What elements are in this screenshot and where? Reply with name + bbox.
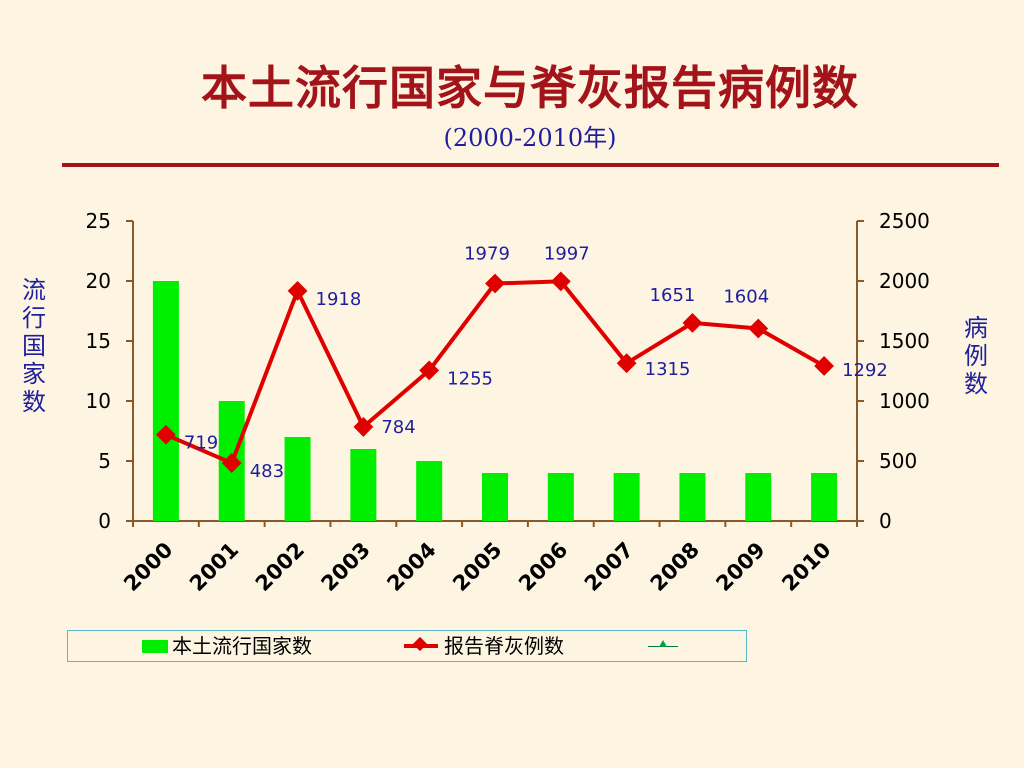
left-axis-label: 流行国家数 bbox=[22, 276, 46, 416]
data-label: 1979 bbox=[464, 244, 510, 265]
line-point bbox=[748, 318, 769, 339]
data-label: 1651 bbox=[650, 285, 696, 306]
bar bbox=[613, 473, 640, 521]
bar bbox=[547, 473, 574, 521]
legend-line-swatch bbox=[404, 636, 438, 652]
x-tick-label: 2007 bbox=[580, 538, 638, 596]
x-tick-label: 2004 bbox=[382, 538, 440, 596]
line-point bbox=[814, 356, 834, 376]
right-tick-label: 1000 bbox=[879, 389, 930, 413]
line-point bbox=[353, 417, 374, 437]
bar bbox=[284, 437, 311, 521]
x-tick-label: 2001 bbox=[185, 538, 243, 596]
data-label: 1255 bbox=[447, 368, 493, 389]
data-label: 1918 bbox=[316, 289, 362, 310]
x-tick-label: 2002 bbox=[251, 538, 309, 596]
line-point bbox=[616, 353, 637, 374]
data-labels: 719 483 1918 784 1255 1979 1997 1315 1651 1604 129… bbox=[184, 243, 888, 482]
x-tick-label: 2003 bbox=[317, 538, 375, 596]
line-point bbox=[156, 424, 176, 445]
left-tick-label: 5 bbox=[98, 449, 111, 473]
x-tick-label: 2000 bbox=[119, 538, 177, 596]
right-tick-label: 2500 bbox=[879, 209, 930, 233]
data-label: 784 bbox=[381, 417, 415, 438]
data-label: 1997 bbox=[544, 243, 590, 264]
x-tick-label: 2009 bbox=[712, 538, 770, 596]
data-label: 483 bbox=[250, 461, 284, 482]
data-label: 1292 bbox=[842, 360, 888, 381]
line-point bbox=[485, 273, 505, 294]
bar bbox=[679, 473, 706, 521]
left-tick-label: 15 bbox=[86, 329, 111, 353]
data-label: 719 bbox=[184, 433, 218, 454]
title-divider bbox=[62, 163, 999, 167]
line-point bbox=[419, 360, 440, 381]
line-point bbox=[550, 271, 571, 292]
bar bbox=[416, 461, 443, 521]
legend-bar-label: 本土流行国家数 bbox=[172, 634, 312, 658]
bar bbox=[152, 281, 179, 521]
legend-bar-swatch bbox=[142, 639, 168, 653]
legend-item-empty bbox=[648, 631, 678, 661]
chart-title: 本土流行国家与脊灰报告病例数 bbox=[201, 61, 859, 115]
right-tick-label: 500 bbox=[879, 449, 917, 473]
line-path bbox=[165, 279, 826, 466]
legend-triangle-swatch bbox=[648, 639, 678, 647]
right-tick-label: 2000 bbox=[879, 269, 930, 293]
x-tick-label: 2005 bbox=[448, 538, 506, 596]
left-tick-label: 0 bbox=[98, 509, 111, 533]
x-tick-label: 2010 bbox=[777, 538, 835, 596]
x-tick-label: 2008 bbox=[646, 538, 704, 596]
bar bbox=[482, 473, 508, 521]
right-axis-label: 病例数 bbox=[964, 314, 988, 398]
legend: 本土流行国家数 报告脊灰例数 bbox=[67, 630, 747, 662]
line-series bbox=[156, 271, 834, 473]
right-tick-label: 0 bbox=[879, 509, 892, 533]
left-tick-label: 10 bbox=[86, 389, 111, 413]
legend-line-label: 报告脊灰例数 bbox=[444, 634, 564, 658]
x-tick-label: 2006 bbox=[514, 538, 572, 596]
bar bbox=[745, 473, 772, 521]
line-point bbox=[682, 312, 703, 333]
line-point bbox=[221, 453, 242, 473]
line-point bbox=[287, 280, 308, 301]
left-tick-label: 25 bbox=[86, 209, 111, 233]
data-label: 1604 bbox=[723, 287, 769, 308]
data-label: 1315 bbox=[645, 359, 691, 380]
bar bbox=[350, 449, 377, 521]
right-tick-label: 1500 bbox=[879, 329, 930, 353]
left-tick-label: 20 bbox=[86, 269, 111, 293]
bar bbox=[811, 473, 838, 521]
legend-item-bars: 本土流行国家数 bbox=[142, 631, 312, 661]
legend-item-line: 报告脊灰例数 bbox=[404, 631, 564, 661]
chart-subtitle: (2000-2010年) bbox=[443, 124, 617, 152]
